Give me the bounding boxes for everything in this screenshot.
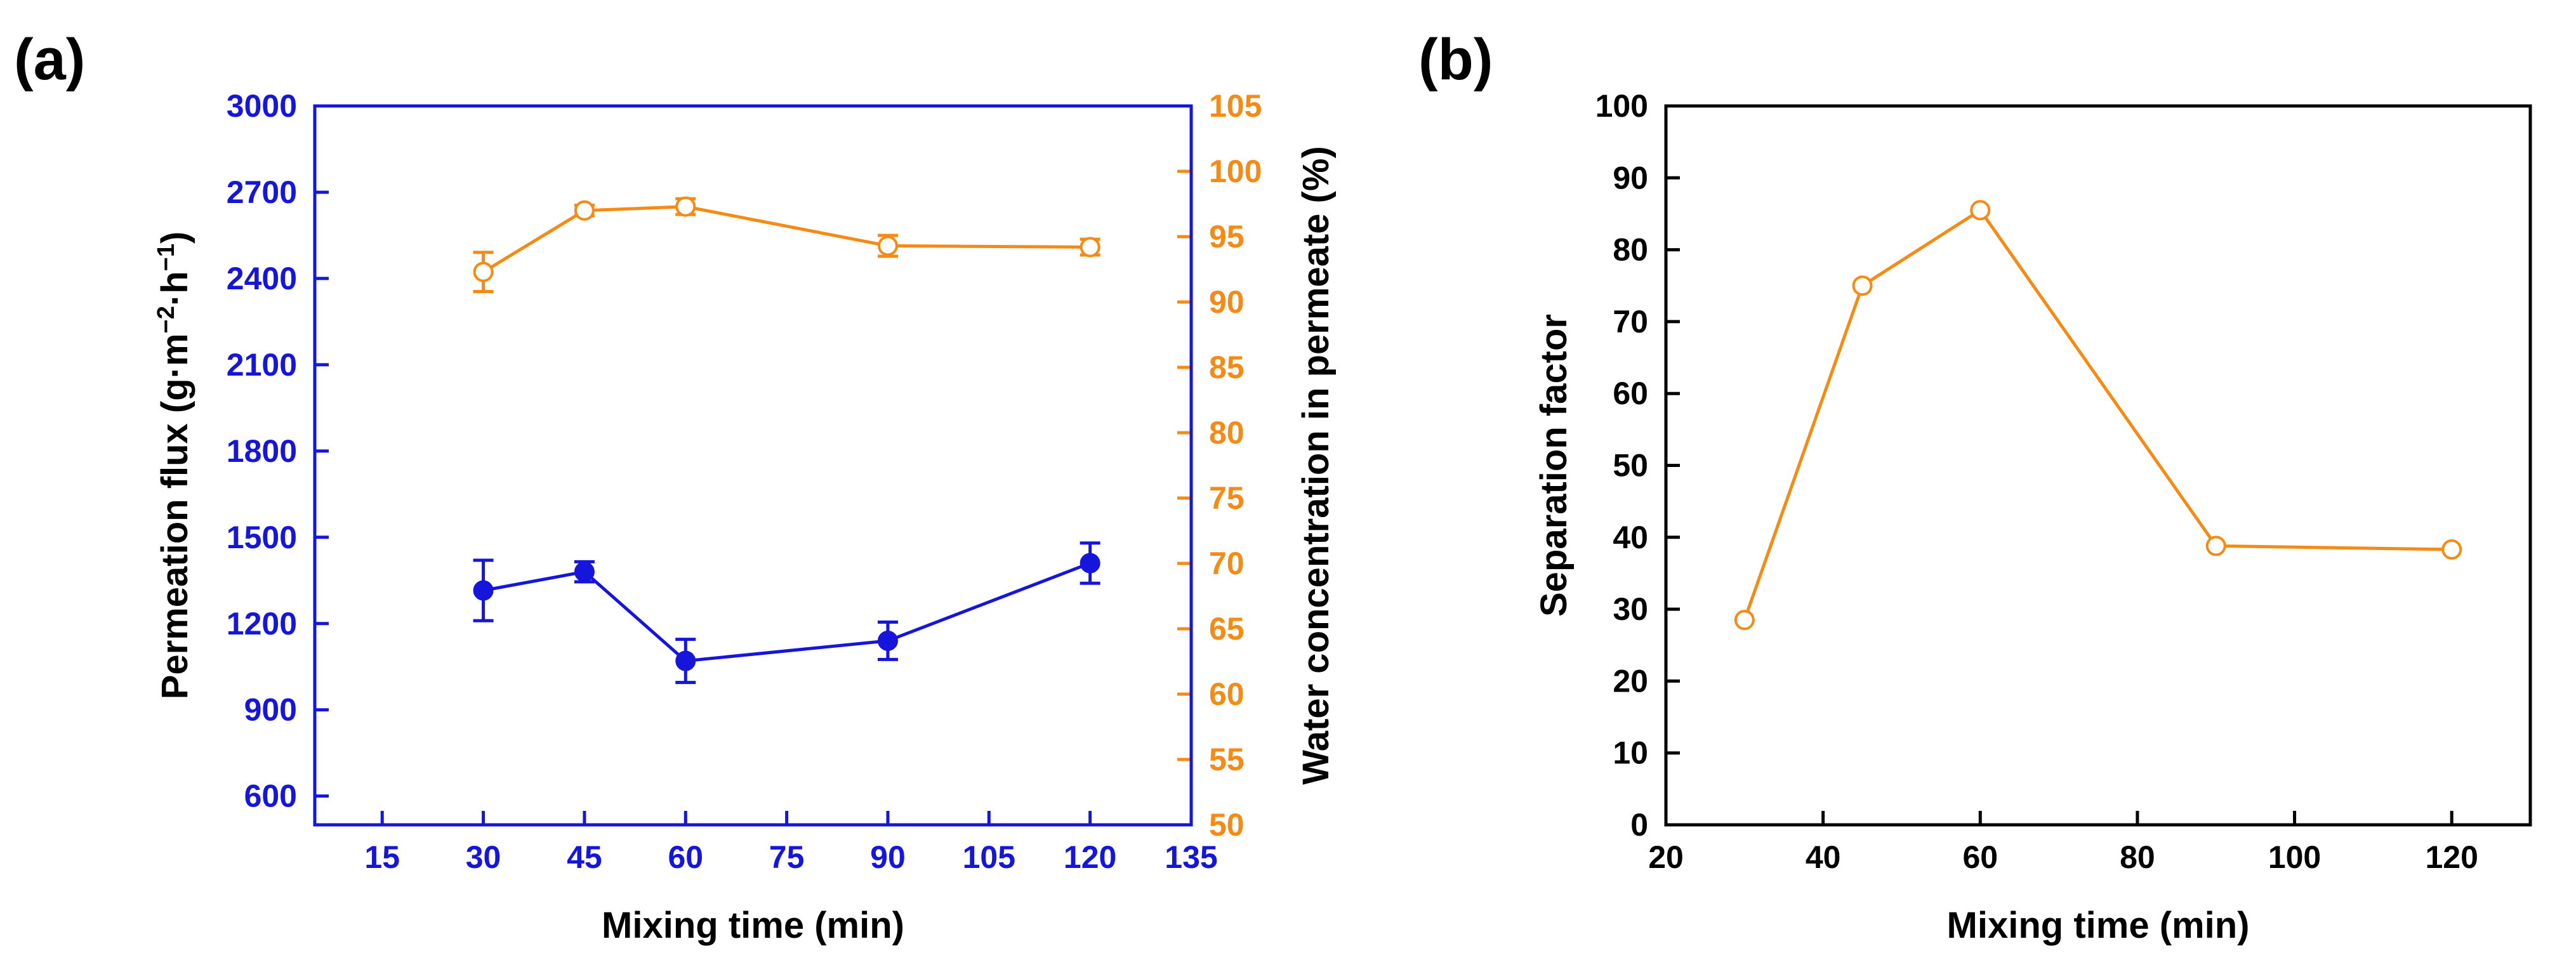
y-tick-label: 80 bbox=[1613, 232, 1648, 268]
y-tick-label: 60 bbox=[1613, 376, 1648, 411]
y-tick-label: 0 bbox=[1630, 807, 1648, 843]
data-point bbox=[1852, 275, 1873, 296]
left-y-tick-label: 1800 bbox=[227, 433, 297, 469]
right-y-tick-label: 95 bbox=[1209, 219, 1245, 254]
right-y-tick-label: 100 bbox=[1209, 154, 1262, 189]
x-tick-label: 135 bbox=[1165, 839, 1217, 875]
x-tick-label: 120 bbox=[2425, 839, 2478, 875]
data-point bbox=[1970, 200, 1991, 221]
panel-b-chart: (b) 20 40 60 80 100 120 0 10 20 30 40 50 60 70 80 90 100… bbox=[1418, 27, 2532, 946]
left-y-tick-label: 1200 bbox=[227, 606, 297, 641]
panel-a-left-axis-title: Permeation flux (g·m−2·h−1) bbox=[153, 232, 195, 700]
y-tick-label: 20 bbox=[1613, 663, 1648, 699]
x-tick-label: 80 bbox=[2120, 839, 2155, 875]
left-axis-title-middle: ·h bbox=[154, 271, 195, 306]
data-point bbox=[1080, 237, 1100, 258]
left-y-tick-label: 900 bbox=[244, 692, 297, 728]
data-point bbox=[2205, 536, 2226, 556]
right-y-tick-label: 105 bbox=[1209, 88, 1262, 124]
data-point bbox=[473, 580, 494, 601]
panel-b-label: (b) bbox=[1418, 27, 1493, 92]
x-tick-label: 90 bbox=[870, 839, 906, 875]
right-y-tick-label: 85 bbox=[1209, 350, 1245, 385]
data-point bbox=[877, 235, 898, 256]
x-tick-label: 100 bbox=[2268, 839, 2321, 875]
right-y-tick-label: 55 bbox=[1209, 742, 1245, 777]
data-point bbox=[675, 650, 696, 671]
x-tick-label: 120 bbox=[1064, 839, 1116, 875]
x-tick-label: 105 bbox=[963, 839, 1015, 875]
right-y-tick-label: 65 bbox=[1209, 611, 1245, 647]
left-y-tick-label: 2700 bbox=[227, 174, 297, 210]
series-line bbox=[483, 562, 1091, 663]
y-tick-label: 40 bbox=[1613, 520, 1648, 555]
left-axis-title-superscript-1: −2 bbox=[153, 306, 180, 333]
data-point bbox=[473, 261, 494, 282]
data-point bbox=[877, 630, 898, 651]
y-tick-label: 90 bbox=[1613, 160, 1648, 195]
x-tick-label: 60 bbox=[668, 839, 703, 875]
left-y-tick-label: 3000 bbox=[227, 88, 297, 124]
right-y-tick-label: 90 bbox=[1209, 284, 1245, 320]
data-point bbox=[2441, 539, 2462, 560]
panel-b-y-axis-title: Separation factor bbox=[1533, 314, 1575, 617]
x-tick-label: 20 bbox=[1648, 839, 1684, 875]
panel-a-chart: (a) 15 30 45 60 75 90 105 120 135 600 900 1200 1500 1… bbox=[14, 27, 1337, 946]
x-tick-label: 15 bbox=[364, 839, 400, 875]
right-y-tick-label: 60 bbox=[1209, 676, 1245, 712]
left-y-tick-label: 600 bbox=[244, 779, 297, 814]
y-tick-label: 100 bbox=[1595, 88, 1648, 124]
data-point bbox=[574, 562, 595, 582]
left-axis-title-suffix: ) bbox=[154, 232, 195, 244]
right-y-tick-label: 50 bbox=[1209, 807, 1245, 843]
left-y-tick-label: 2100 bbox=[227, 347, 297, 383]
left-y-tick-label: 1500 bbox=[227, 520, 297, 555]
x-tick-label: 60 bbox=[1962, 839, 1998, 875]
y-tick-label: 70 bbox=[1613, 304, 1648, 339]
x-tick-label: 40 bbox=[1806, 839, 1841, 875]
x-tick-label: 30 bbox=[466, 839, 501, 875]
panel-a-right-axis-title: Water concentration in permeate (%) bbox=[1295, 146, 1337, 785]
panel-a-x-axis-title: Mixing time (min) bbox=[602, 905, 904, 946]
x-tick-label: 75 bbox=[769, 839, 805, 875]
right-y-tick-label: 70 bbox=[1209, 546, 1245, 581]
series-line bbox=[1743, 207, 2452, 621]
panel-a-plot-frame bbox=[313, 104, 1193, 827]
left-axis-title-superscript-2: −1 bbox=[153, 244, 180, 271]
x-tick-label: 45 bbox=[567, 839, 602, 875]
data-point bbox=[1734, 610, 1755, 631]
y-tick-label: 10 bbox=[1613, 735, 1648, 771]
y-tick-label: 30 bbox=[1613, 591, 1648, 627]
panel-a-label: (a) bbox=[14, 27, 85, 92]
data-point bbox=[574, 200, 595, 221]
panel-b-x-axis-title: Mixing time (min) bbox=[1947, 905, 2250, 946]
panel-b-plot-frame bbox=[1664, 104, 2532, 827]
right-y-tick-label: 80 bbox=[1209, 415, 1245, 450]
right-y-tick-label: 75 bbox=[1209, 480, 1245, 516]
left-y-tick-label: 2400 bbox=[227, 261, 297, 296]
y-tick-label: 50 bbox=[1613, 448, 1648, 483]
data-point bbox=[1080, 553, 1100, 574]
left-axis-title-prefix: Permeation flux (g·m bbox=[154, 333, 195, 699]
data-point bbox=[675, 196, 696, 217]
